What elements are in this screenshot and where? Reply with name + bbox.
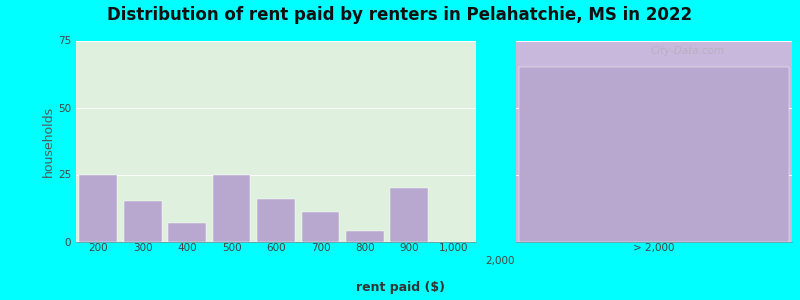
Text: City-Data.com: City-Data.com	[651, 46, 725, 56]
Bar	[390, 188, 428, 242]
Text: 2,000: 2,000	[486, 256, 514, 266]
Bar	[124, 201, 162, 242]
Bar	[346, 231, 384, 242]
Bar	[79, 175, 117, 242]
Y-axis label: households: households	[42, 105, 55, 177]
Bar	[257, 199, 295, 242]
Bar	[518, 67, 790, 242]
Text: rent paid ($): rent paid ($)	[355, 281, 445, 294]
Bar	[213, 175, 250, 242]
Bar	[168, 223, 206, 242]
Bar	[302, 212, 339, 242]
Text: Distribution of rent paid by renters in Pelahatchie, MS in 2022: Distribution of rent paid by renters in …	[107, 6, 693, 24]
